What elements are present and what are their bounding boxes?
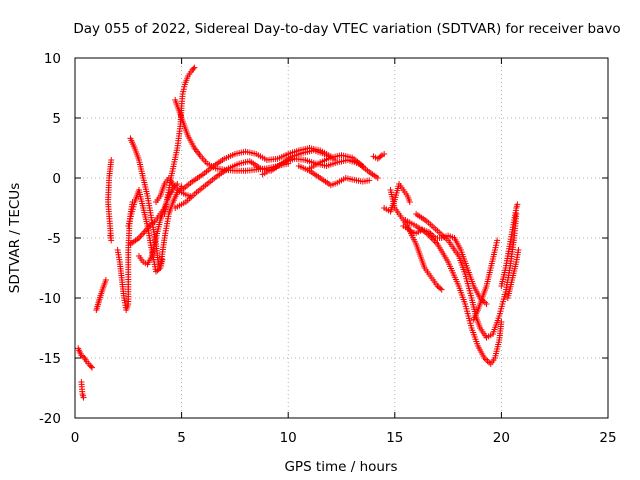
x-tick-label: 5	[177, 430, 186, 446]
data-point	[482, 356, 489, 363]
data-point	[89, 364, 96, 371]
axis-ticks: 0 5 10 15 20 25 -20 -15 -10 -5 0 5 10	[39, 51, 617, 446]
series-early-arc-c	[93, 277, 109, 313]
data-point	[431, 237, 438, 244]
data-point	[484, 358, 491, 364]
data-point	[155, 266, 162, 273]
x-tick-label: 25	[599, 430, 616, 446]
series-arc-m	[178, 145, 334, 193]
y-tick-label: -10	[39, 291, 61, 307]
data-point	[381, 151, 388, 157]
series-early-arc-b	[78, 379, 87, 401]
series-arc-x	[470, 237, 501, 323]
data-point	[514, 201, 521, 208]
series-arc-w	[413, 211, 520, 341]
plot-data	[75, 64, 522, 401]
y-axis-label: SDTVAR / TECUs	[7, 183, 23, 293]
series-arc-v	[402, 217, 505, 367]
data-point	[87, 363, 94, 370]
series-arc-z	[504, 247, 522, 301]
data-point	[483, 301, 490, 307]
data-point	[190, 65, 197, 72]
series-arc-r	[370, 151, 388, 162]
y-tick-label: -5	[48, 231, 61, 247]
x-axis-label: GPS time / hours	[284, 459, 397, 475]
data-point	[359, 163, 366, 169]
chart-title: Day 055 of 2022, Sidereal Day-to-day VTE…	[73, 21, 620, 37]
data-point	[515, 247, 522, 253]
data-point	[438, 286, 445, 293]
data-point	[406, 199, 413, 205]
y-tick-label: 0	[52, 171, 61, 187]
x-tick-label: 0	[71, 430, 80, 446]
data-point	[407, 227, 414, 234]
data-point	[191, 64, 198, 71]
series-early-arc-a	[75, 345, 96, 371]
series-arc-u	[400, 223, 490, 307]
x-tick-label: 15	[386, 430, 403, 446]
y-tick-label: -15	[39, 351, 61, 367]
data-point	[498, 319, 505, 325]
series-arc-f	[127, 135, 166, 271]
data-point	[437, 285, 444, 292]
data-point	[494, 237, 501, 244]
series-arc-y	[498, 201, 521, 289]
series-early-arc-d	[105, 157, 115, 244]
data-point	[80, 394, 87, 401]
y-tick-label: 5	[52, 111, 61, 127]
series-arc-p	[295, 163, 373, 189]
series-arc-g	[125, 183, 185, 275]
x-tick-label: 10	[280, 430, 297, 446]
data-point	[432, 239, 439, 246]
x-tick-label: 20	[493, 430, 510, 446]
data-point	[366, 177, 373, 184]
y-tick-label: 10	[44, 51, 61, 67]
data-point	[374, 175, 381, 181]
y-tick-label: -20	[39, 411, 61, 427]
data-point	[102, 277, 109, 283]
data-point	[377, 153, 384, 160]
data-point	[108, 157, 115, 163]
series-arc-q	[306, 152, 366, 172]
